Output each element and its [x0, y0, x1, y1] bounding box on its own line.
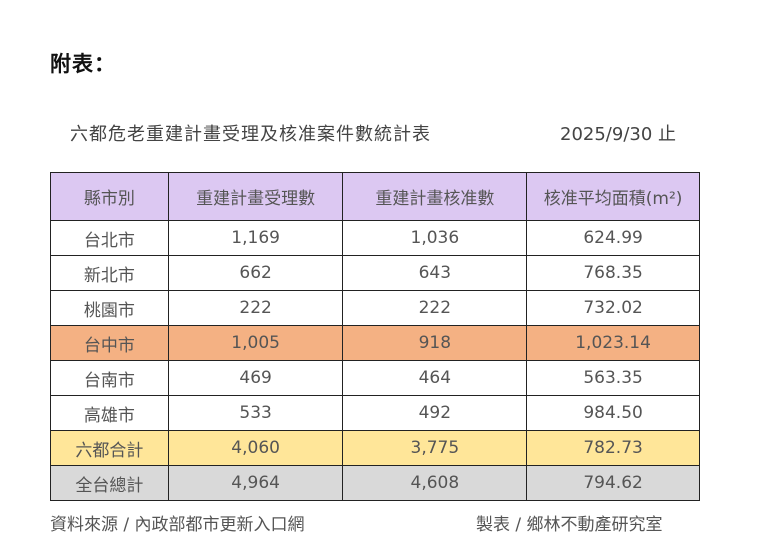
- header-city: 縣市別: [50, 172, 169, 221]
- cell-accepted: 1,005: [167, 325, 344, 361]
- table-title: 六都危老重建計畫受理及核准案件數統計表: [70, 124, 431, 145]
- appendix-heading: 附表：: [50, 52, 116, 76]
- cell-approved: 918: [342, 325, 528, 361]
- cell-avg-area: 782.73: [526, 430, 700, 466]
- credit-note: 製表 / 鄉林不動產研究室: [476, 515, 663, 535]
- cell-city: 台中市: [50, 325, 169, 361]
- cell-city: 台北市: [50, 220, 169, 256]
- data-source-note: 資料來源 / 內政部都市更新入口網: [50, 515, 305, 535]
- table-row-highlighted: 台中市 1,005 918 1,023.14: [50, 325, 700, 361]
- cell-approved: 222: [342, 290, 528, 326]
- cell-city: 新北市: [50, 255, 169, 291]
- table-row: 高雄市 533 492 984.50: [50, 395, 700, 431]
- table-row-national-total: 全台總計 4,964 4,608 794.62: [50, 465, 700, 501]
- cell-accepted: 4,964: [167, 465, 344, 501]
- statistics-table: 縣市別 重建計畫受理數 重建計畫核准數 核准平均面積(m²) 台北市 1,169…: [50, 172, 700, 501]
- cell-avg-area: 732.02: [526, 290, 700, 326]
- cell-accepted: 222: [167, 290, 344, 326]
- cell-approved: 643: [342, 255, 528, 291]
- cell-city: 六都合計: [50, 430, 169, 466]
- cell-approved: 492: [342, 395, 528, 431]
- cell-approved: 4,608: [342, 465, 528, 501]
- table-row: 新北市 662 643 768.35: [50, 255, 700, 291]
- header-avg-area: 核准平均面積(m²): [526, 172, 700, 221]
- cell-city: 台南市: [50, 360, 169, 396]
- cell-accepted: 469: [167, 360, 344, 396]
- cell-city: 桃園市: [50, 290, 169, 326]
- cell-avg-area: 1,023.14: [526, 325, 700, 361]
- cell-city: 全台總計: [50, 465, 169, 501]
- header-accepted: 重建計畫受理數: [167, 172, 344, 221]
- cell-approved: 3,775: [342, 430, 528, 466]
- cell-accepted: 4,060: [167, 430, 344, 466]
- cell-avg-area: 768.35: [526, 255, 700, 291]
- table-row-six-city-total: 六都合計 4,060 3,775 782.73: [50, 430, 700, 466]
- cell-accepted: 662: [167, 255, 344, 291]
- table-header-row: 縣市別 重建計畫受理數 重建計畫核准數 核准平均面積(m²): [50, 172, 700, 221]
- cell-avg-area: 624.99: [526, 220, 700, 256]
- cell-accepted: 533: [167, 395, 344, 431]
- cell-avg-area: 563.35: [526, 360, 700, 396]
- header-approved: 重建計畫核准數: [342, 172, 528, 221]
- cell-avg-area: 984.50: [526, 395, 700, 431]
- cell-approved: 1,036: [342, 220, 528, 256]
- table-row: 桃園市 222 222 732.02: [50, 290, 700, 326]
- table-row: 台南市 469 464 563.35: [50, 360, 700, 396]
- cell-accepted: 1,169: [167, 220, 344, 256]
- cell-avg-area: 794.62: [526, 465, 700, 501]
- as-of-date: 2025/9/30 止: [560, 124, 677, 145]
- cell-approved: 464: [342, 360, 528, 396]
- cell-city: 高雄市: [50, 395, 169, 431]
- table-row: 台北市 1,169 1,036 624.99: [50, 220, 700, 256]
